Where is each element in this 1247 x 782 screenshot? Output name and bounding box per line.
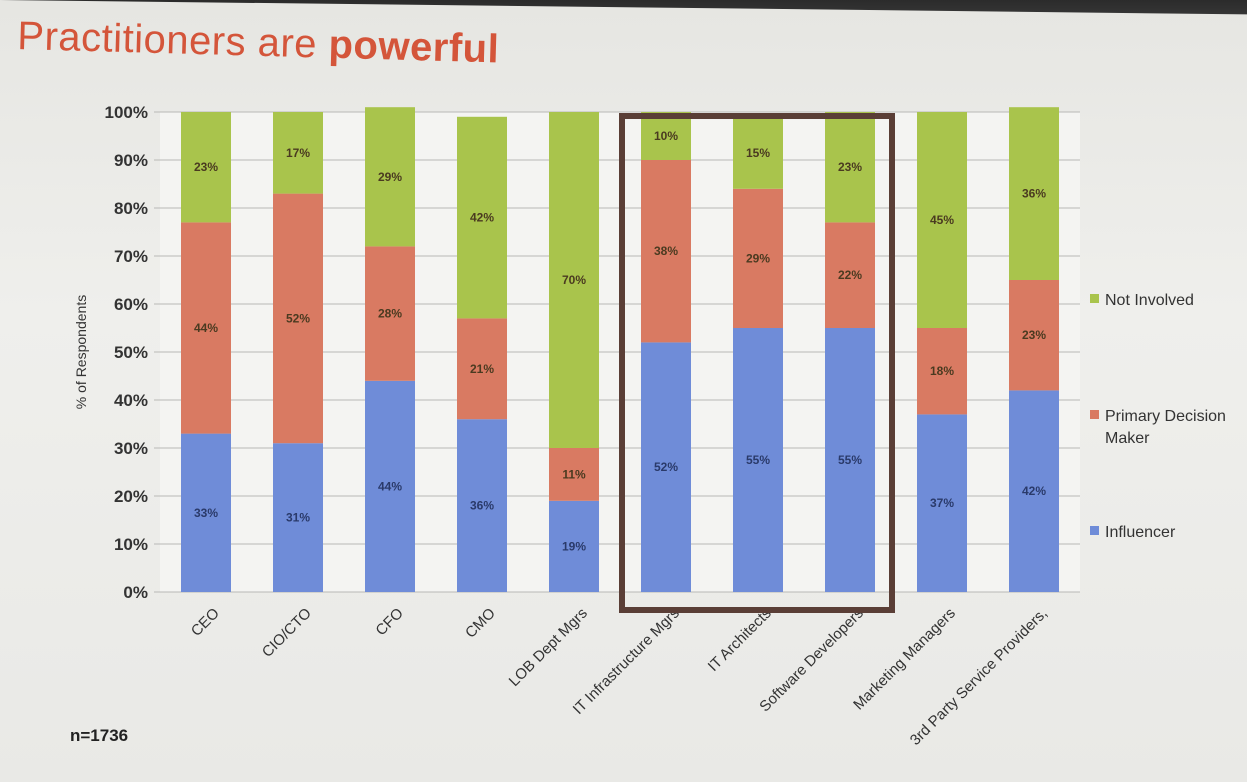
bar-segment (1009, 390, 1059, 592)
x-tick-label: IT Infrastructure Mgrs (570, 605, 683, 718)
legend-item-not-involved: Not Involved (1090, 290, 1194, 312)
y-tick-label: 50% (114, 343, 148, 362)
bar-segment (181, 222, 231, 434)
x-tick-label: Software Developers (756, 605, 866, 715)
data-label: 55% (746, 453, 770, 467)
data-label: 70% (562, 273, 586, 287)
y-tick-label: 40% (114, 391, 148, 410)
data-label: 28% (378, 307, 402, 321)
data-label: 55% (838, 453, 862, 467)
data-label: 11% (562, 467, 586, 481)
y-tick-label: 60% (114, 295, 148, 314)
bar-segment (825, 222, 875, 328)
bar-segment (641, 160, 691, 343)
bar-segment (1009, 280, 1059, 391)
legend-swatch-primary-decision-maker (1090, 410, 1099, 419)
bar-segment (457, 419, 507, 592)
data-label: 36% (1022, 187, 1046, 201)
data-label: 17% (286, 146, 310, 160)
x-tick-label: CMO (462, 605, 499, 642)
bar-segment (549, 112, 599, 448)
bar-segment (273, 112, 323, 194)
x-tick-label: CFO (372, 605, 406, 639)
legend-label-primary-line1: Primary Decision (1105, 408, 1226, 425)
x-tick-label: Marketing Managers (850, 605, 959, 714)
bar-segment (733, 328, 783, 592)
data-label: 29% (746, 251, 770, 265)
y-tick-label: 30% (114, 439, 148, 458)
x-tick-label: IT Architects (705, 605, 775, 675)
bar-segment (733, 116, 783, 189)
data-label: 22% (838, 268, 862, 282)
bar-segment (181, 112, 231, 223)
x-tick-label: CEO (188, 605, 223, 640)
data-label: 33% (194, 506, 218, 520)
y-tick-label: 0% (123, 583, 148, 602)
bar-segment (641, 112, 691, 160)
legend-swatch-influencer (1090, 526, 1099, 535)
data-label: 42% (470, 211, 494, 225)
data-label: 21% (470, 362, 494, 376)
legend-label-not-involved: Not Involved (1105, 292, 1194, 309)
bar-segment (917, 328, 967, 415)
bar-segment (917, 112, 967, 328)
bar-segment (273, 443, 323, 592)
bar-segment (825, 112, 875, 223)
bar-segment (365, 246, 415, 381)
bar-segment (457, 116, 507, 319)
data-label: 15% (746, 146, 770, 160)
highlight-box (619, 113, 895, 613)
y-tick-label: 100% (105, 103, 148, 122)
y-axis-label: % of Respondents (73, 295, 89, 409)
y-tick-label: 90% (114, 151, 148, 170)
bar-segment (917, 414, 967, 592)
data-label: 38% (654, 244, 678, 258)
data-label: 23% (194, 160, 218, 174)
bar-segment (549, 500, 599, 592)
bar-segment (365, 107, 415, 247)
legend-swatch-not-involved (1090, 294, 1099, 303)
y-tick-label: 70% (114, 247, 148, 266)
data-label: 29% (378, 170, 402, 184)
data-label: 52% (286, 311, 310, 325)
data-label: 10% (654, 129, 678, 143)
data-label: 37% (930, 496, 954, 510)
data-label: 52% (654, 460, 678, 474)
legend-item-influencer: Influencer (1090, 522, 1175, 544)
y-tick-label: 10% (114, 535, 148, 554)
data-label: 23% (1022, 328, 1046, 342)
bar-segment (273, 193, 323, 444)
bar-segment (457, 318, 507, 420)
y-tick-label: 80% (114, 199, 148, 218)
data-label: 45% (930, 213, 954, 227)
bar-segment (733, 188, 783, 328)
legend-label-primary-line2: Maker (1105, 430, 1150, 447)
data-label: 36% (470, 499, 494, 513)
bar-segment (825, 328, 875, 592)
data-label: 31% (286, 511, 310, 525)
x-tick-label: LOB Dept Mgrs (506, 605, 591, 690)
x-tick-label: CIO/CTO (259, 605, 315, 661)
sample-size-note: n=1736 (70, 726, 129, 745)
data-label: 19% (562, 539, 586, 553)
bar-segment (641, 342, 691, 592)
data-label: 23% (838, 160, 862, 174)
bar-segment (549, 448, 599, 501)
bar-segment (365, 380, 415, 592)
data-label: 42% (1022, 484, 1046, 498)
legend-label-influencer: Influencer (1105, 524, 1176, 541)
data-label: 44% (194, 321, 218, 335)
data-label: 18% (930, 364, 954, 378)
data-label: 44% (378, 479, 402, 493)
y-tick-label: 20% (114, 487, 148, 506)
legend-item-primary-decision-maker: Primary Decision Maker (1090, 406, 1226, 450)
bar-segment (181, 433, 231, 592)
bar-segment (1009, 107, 1059, 280)
